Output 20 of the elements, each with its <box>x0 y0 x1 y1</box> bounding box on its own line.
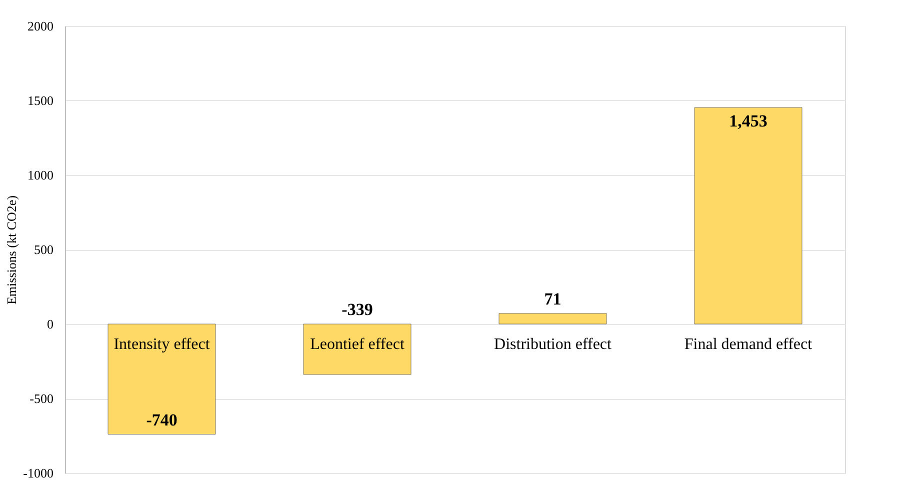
bar <box>694 107 802 324</box>
bar <box>108 324 216 434</box>
y-tick-label: -500 <box>30 391 54 406</box>
y-tick-label: 500 <box>34 242 54 257</box>
data-label: -339 <box>342 300 373 319</box>
data-label: 1,453 <box>729 112 768 131</box>
x-tick-label: Distribution effect <box>494 336 612 353</box>
y-tick-label: 1000 <box>28 168 54 182</box>
y-tick-label: 0 <box>47 316 54 332</box>
x-tick-label: Intensity effect <box>114 336 210 353</box>
data-label: -740 <box>146 410 178 430</box>
x-tick-label: Leontief effect <box>310 336 405 353</box>
data-label: 71 <box>544 289 562 308</box>
y-tick-label: 2000 <box>28 18 54 34</box>
y-axis-title: Emissions (kt CO2e) <box>4 195 20 305</box>
bar <box>303 324 412 375</box>
x-tick-label: Final demand effect <box>684 336 813 353</box>
y-tick-label: -1000 <box>23 466 54 480</box>
y-tick-label: 1500 <box>28 93 54 108</box>
bar <box>498 313 607 324</box>
